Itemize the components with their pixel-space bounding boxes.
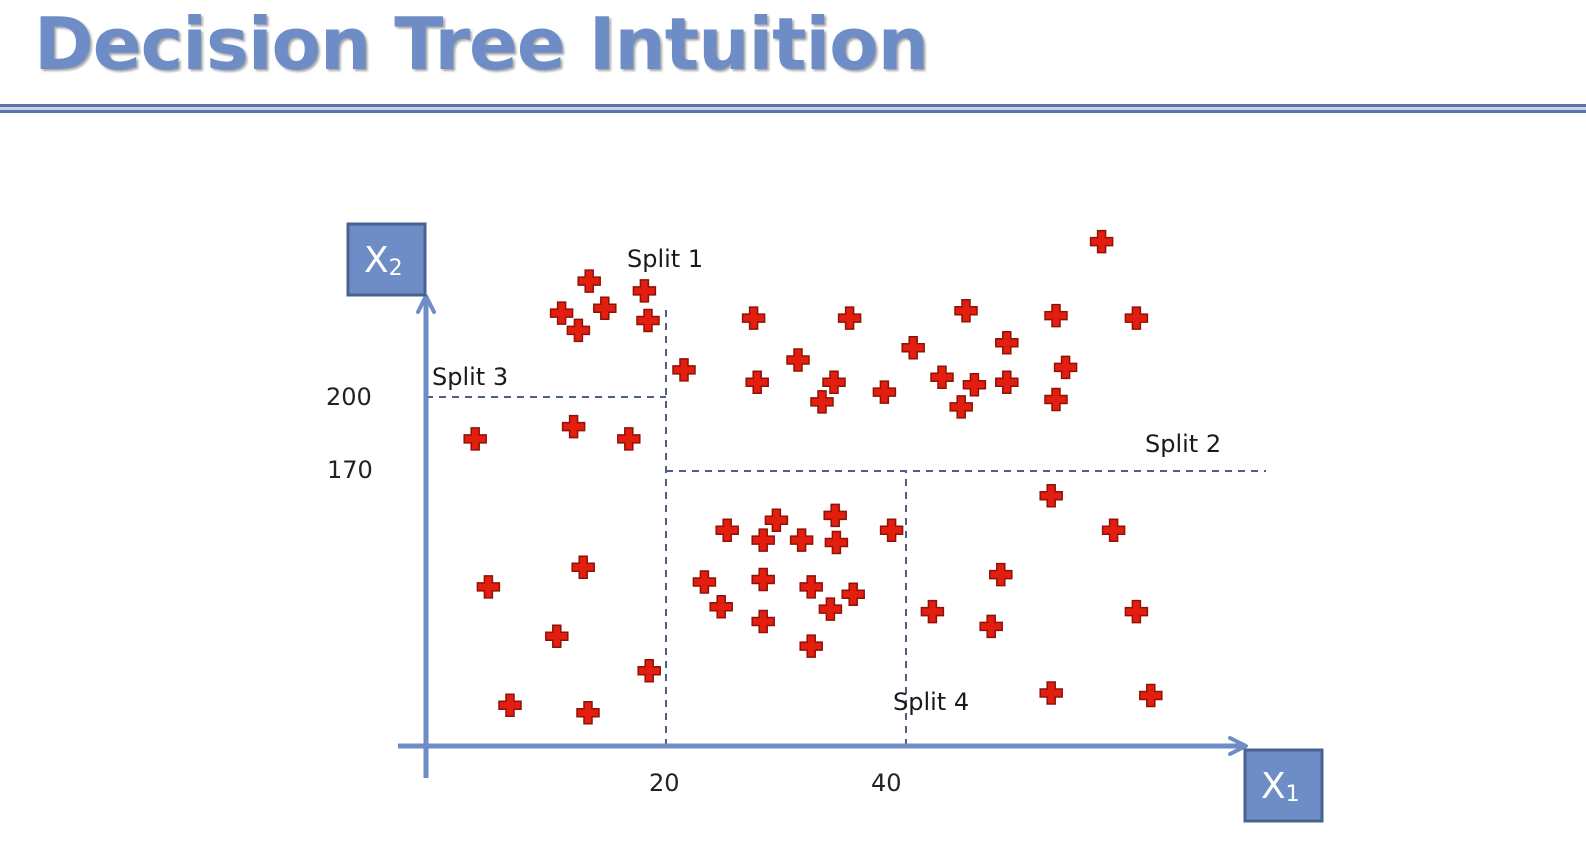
- data-point: [1089, 229, 1114, 254]
- x-tick-40: 40: [871, 769, 902, 797]
- data-point: [545, 624, 569, 649]
- data-point: [901, 335, 925, 360]
- y-axis-box: X2: [346, 222, 427, 297]
- data-point: [498, 693, 522, 718]
- data-point: [476, 575, 501, 599]
- data-point: [979, 614, 1003, 639]
- data-point: [824, 530, 849, 555]
- y-tick-170: 170: [327, 456, 373, 484]
- data-point: [879, 518, 904, 542]
- data-point: [995, 370, 1019, 394]
- data-point: [741, 306, 766, 330]
- data-point: [617, 427, 641, 451]
- title-divider: [0, 104, 1586, 113]
- data-point: [549, 301, 574, 325]
- data-point: [751, 609, 775, 634]
- data-point: [872, 380, 897, 404]
- x-tick-20: 20: [649, 769, 680, 797]
- data-point: [463, 427, 487, 451]
- data-point: [566, 318, 591, 343]
- split-1-label: Split 1: [627, 245, 703, 273]
- y-tick-200: 200: [326, 383, 372, 411]
- data-point: [1124, 599, 1149, 624]
- data-point: [636, 308, 660, 333]
- split-3-label: Split 3: [432, 363, 508, 391]
- split-2-label: Split 2: [1145, 430, 1221, 458]
- data-point: [989, 562, 1013, 587]
- data-point: [823, 503, 847, 528]
- data-point: [1044, 303, 1068, 328]
- data-point: [799, 634, 823, 658]
- data-point: [715, 518, 739, 542]
- data-point: [962, 372, 987, 397]
- data-point: [799, 575, 823, 599]
- data-point: [920, 599, 945, 624]
- data-point: [786, 348, 810, 372]
- data-point: [841, 582, 865, 607]
- y-axis-label: X2: [364, 240, 403, 281]
- data-point: [930, 365, 954, 390]
- data-point: [637, 659, 661, 683]
- data-point: [789, 528, 814, 552]
- x-axis-box: X1: [1243, 748, 1324, 823]
- data-point: [745, 370, 769, 394]
- data-point: [995, 330, 1019, 355]
- data-point: [576, 700, 600, 725]
- data-point: [810, 390, 834, 414]
- data-point: [949, 395, 973, 419]
- data-point: [1053, 355, 1078, 380]
- data-point: [764, 508, 789, 533]
- data-point: [593, 296, 617, 320]
- data-point: [818, 597, 843, 621]
- slide-title: Decision Tree Intuition: [34, 2, 929, 86]
- data-point: [577, 269, 601, 293]
- data-point: [1101, 518, 1126, 542]
- data-point: [1039, 681, 1063, 705]
- data-point: [822, 370, 846, 394]
- data-point: [751, 567, 775, 592]
- data-point: [1124, 306, 1149, 330]
- data-point: [632, 279, 657, 303]
- data-point: [1044, 387, 1068, 412]
- x-axis-label: X1: [1261, 766, 1300, 807]
- data-point: [692, 570, 717, 594]
- data-point: [1039, 483, 1063, 508]
- data-point: [751, 528, 775, 552]
- data-point: [709, 594, 733, 619]
- data-point: [954, 298, 978, 323]
- data-point: [837, 306, 862, 330]
- data-point: [1139, 683, 1163, 708]
- split-4-label: Split 4: [893, 688, 969, 716]
- data-point: [672, 358, 696, 382]
- data-point: [571, 555, 595, 579]
- data-point: [561, 414, 586, 439]
